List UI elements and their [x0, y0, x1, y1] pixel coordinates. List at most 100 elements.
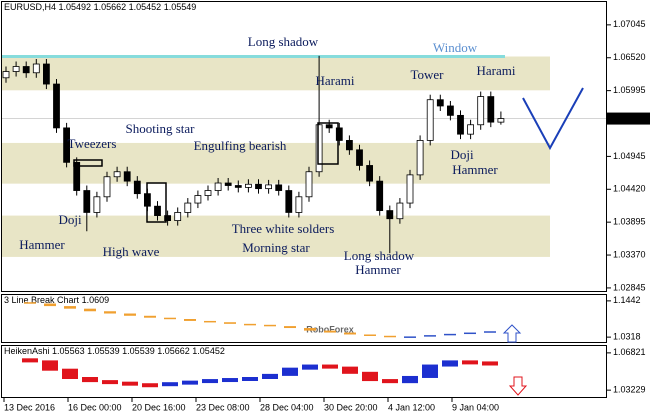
candle-body	[12, 66, 20, 72]
panel-value: 1.05563	[52, 346, 85, 356]
line-break-frame	[1, 294, 607, 343]
candle-body	[295, 196, 303, 213]
heiken-ashi-header: HeikenAshi 1.05563 1.05539 1.05539 1.056…	[4, 346, 225, 356]
heiken-ashi-bar	[242, 376, 258, 381]
candle-body	[154, 205, 161, 216]
line-break-brick	[464, 332, 476, 335]
heiken-ashi-bar	[202, 379, 218, 384]
annotation: Engulfing bearish	[194, 138, 287, 153]
down-arrow	[508, 376, 528, 396]
candle-body	[406, 174, 414, 204]
heiken-ashi-bar	[182, 380, 198, 385]
current-price-box	[607, 112, 650, 125]
line-break-brick	[264, 324, 276, 327]
annotation: Three white solders	[232, 221, 335, 236]
line-break-brick	[404, 336, 416, 338]
heiken-ashi-bar	[162, 382, 178, 387]
y-tick-label: 1.1442	[613, 295, 641, 305]
y-tick-label: 1.02845	[613, 282, 646, 292]
pattern-box	[317, 122, 339, 165]
line-break-brick	[184, 319, 196, 321]
heiken-ashi-bar	[222, 378, 238, 383]
forecast-arrow	[522, 87, 584, 151]
line-break-brick	[304, 328, 316, 331]
line-break-brick	[344, 332, 356, 335]
candle-body	[103, 176, 111, 198]
annotation: Hammer	[355, 262, 401, 277]
annotation: Tweezers	[68, 136, 117, 151]
heiken-ashi-bar	[22, 358, 38, 363]
annotation: Harami	[316, 73, 355, 88]
candle-body	[477, 96, 485, 126]
candle-body	[497, 118, 505, 123]
line-break-brick	[84, 308, 96, 312]
candle-body	[32, 63, 40, 74]
panel-title: HeikenAshi	[4, 346, 50, 356]
heiken-ashi-bar	[262, 373, 278, 379]
x-tick-label: 16 Dec 00:00	[68, 402, 122, 412]
candle-body	[93, 196, 101, 213]
heiken-ashi-bar	[482, 361, 498, 366]
heiken-ashi-bar	[62, 368, 78, 379]
annotation: Tower	[410, 67, 444, 82]
candle-body	[305, 171, 313, 198]
candle-body	[164, 215, 172, 221]
header-open: 1.05492	[59, 2, 92, 12]
heiken-ashi-bar	[342, 366, 358, 374]
heiken-ashi-bar	[122, 381, 138, 386]
line-break-brick	[284, 326, 296, 329]
line-break-brick	[144, 315, 156, 318]
candle-body	[194, 195, 202, 204]
candle-body	[436, 99, 444, 107]
line-break-brick	[24, 302, 36, 304]
x-tick-label: 13 Dec 2016	[4, 402, 55, 412]
heiken-ashi-bar	[142, 383, 158, 388]
y-tick-label: 1.0318	[613, 332, 641, 342]
annotation: Doji	[450, 147, 474, 162]
annotation: Hammer	[19, 237, 65, 252]
current-price-label: 1.05549	[610, 113, 643, 123]
line-break-brick	[64, 306, 76, 309]
annotation: Window	[433, 40, 478, 55]
zone	[2, 142, 550, 184]
main-frame	[1, 1, 607, 292]
y-tick-label: 1.06821	[613, 347, 646, 357]
line-break-brick	[224, 322, 236, 324]
panel-title: 3 Line Break Chart	[4, 295, 80, 305]
symbol: EURUSD,H4	[4, 2, 56, 12]
x-tick-label: 9 Jan 04:00	[452, 402, 499, 412]
heiken-ashi-bar	[82, 376, 98, 383]
x-tick-label: 30 Dec 20:00	[324, 402, 378, 412]
line-break-header: 3 Line Break Chart 1.0609	[4, 295, 109, 305]
candle-body	[224, 182, 232, 186]
line-break-brick	[104, 311, 116, 314]
line-break-brick	[124, 313, 136, 316]
pattern-box	[73, 159, 103, 167]
y-tick-label: 1.06520	[613, 52, 646, 62]
line-break-brick	[244, 323, 256, 326]
candle-body	[366, 165, 374, 182]
annotation: Long shadow	[248, 34, 319, 49]
x-tick-label: 20 Dec 16:00	[132, 402, 186, 412]
watermark: RoboForex	[306, 324, 354, 334]
y-tick-label: 1.03229	[613, 385, 646, 395]
line-break-brick	[444, 333, 456, 336]
candle-body	[174, 212, 182, 221]
main-header: EURUSD,H4 1.05492 1.05662 1.05452 1.0554…	[4, 2, 196, 12]
line-break-brick	[384, 335, 396, 338]
panel-value: 1.05662	[157, 346, 190, 356]
candle-body	[487, 96, 495, 123]
heiken-ashi-bar	[102, 380, 118, 385]
annotation: High wave	[103, 244, 160, 259]
line-break-brick	[324, 330, 336, 333]
y-tick-label: 1.03370	[613, 249, 646, 259]
y-tick-label: 1.05995	[613, 85, 646, 95]
candle-body	[356, 149, 363, 166]
candle-body	[73, 161, 81, 191]
candle-body	[345, 140, 353, 151]
candle-body	[63, 127, 70, 163]
candle-body	[22, 66, 30, 74]
heiken-ashi-bar	[462, 360, 478, 365]
up-arrow	[502, 324, 522, 343]
heiken-ashi-bar	[382, 379, 398, 384]
